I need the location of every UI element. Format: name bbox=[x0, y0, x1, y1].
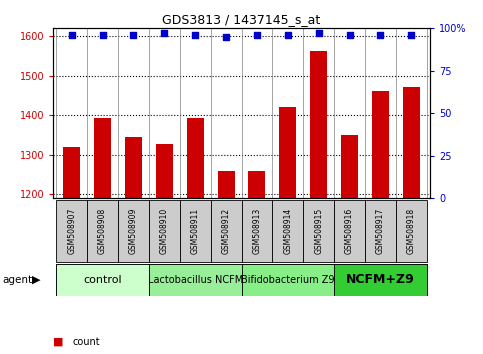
Text: agent: agent bbox=[2, 275, 32, 285]
FancyBboxPatch shape bbox=[242, 200, 272, 262]
Text: GSM508915: GSM508915 bbox=[314, 208, 323, 254]
Text: NCFM+Z9: NCFM+Z9 bbox=[346, 273, 415, 286]
FancyBboxPatch shape bbox=[303, 200, 334, 262]
FancyBboxPatch shape bbox=[242, 264, 334, 296]
Point bbox=[377, 32, 384, 38]
Bar bbox=[125, 137, 142, 198]
FancyBboxPatch shape bbox=[87, 200, 118, 262]
Point bbox=[99, 32, 106, 38]
Text: GSM508911: GSM508911 bbox=[191, 208, 199, 254]
Point bbox=[408, 32, 415, 38]
FancyBboxPatch shape bbox=[56, 264, 427, 296]
FancyBboxPatch shape bbox=[56, 264, 149, 296]
FancyBboxPatch shape bbox=[56, 200, 87, 262]
Bar bbox=[187, 118, 204, 198]
Text: ■: ■ bbox=[53, 337, 64, 347]
Point bbox=[253, 32, 261, 38]
Point bbox=[222, 34, 230, 40]
Title: GDS3813 / 1437145_s_at: GDS3813 / 1437145_s_at bbox=[162, 13, 321, 26]
FancyBboxPatch shape bbox=[211, 200, 242, 262]
Text: GSM508912: GSM508912 bbox=[222, 208, 230, 254]
Bar bbox=[63, 147, 80, 198]
FancyBboxPatch shape bbox=[396, 200, 427, 262]
Text: ▶: ▶ bbox=[32, 275, 41, 285]
Bar bbox=[248, 171, 266, 198]
Point bbox=[191, 32, 199, 38]
Bar bbox=[341, 135, 358, 198]
Bar bbox=[372, 91, 389, 198]
FancyBboxPatch shape bbox=[334, 264, 427, 296]
FancyBboxPatch shape bbox=[149, 264, 242, 296]
Point bbox=[68, 32, 75, 38]
Bar bbox=[310, 51, 327, 198]
Text: Bifidobacterium Z9: Bifidobacterium Z9 bbox=[241, 275, 335, 285]
Point bbox=[346, 32, 354, 38]
Bar bbox=[217, 171, 235, 198]
Text: GSM508916: GSM508916 bbox=[345, 208, 354, 254]
Bar bbox=[403, 87, 420, 198]
Text: GSM508910: GSM508910 bbox=[160, 208, 169, 254]
Text: Lactobacillus NCFM: Lactobacillus NCFM bbox=[147, 275, 243, 285]
Text: GSM508917: GSM508917 bbox=[376, 208, 385, 254]
Text: GSM508908: GSM508908 bbox=[98, 208, 107, 254]
Text: count: count bbox=[72, 337, 100, 347]
FancyBboxPatch shape bbox=[180, 200, 211, 262]
Text: control: control bbox=[83, 275, 122, 285]
Point bbox=[160, 30, 168, 36]
Point bbox=[315, 30, 323, 36]
Bar bbox=[94, 118, 111, 198]
Text: GSM508914: GSM508914 bbox=[284, 208, 292, 254]
FancyBboxPatch shape bbox=[272, 200, 303, 262]
Bar bbox=[279, 107, 296, 198]
FancyBboxPatch shape bbox=[118, 200, 149, 262]
FancyBboxPatch shape bbox=[365, 200, 396, 262]
Text: GSM508913: GSM508913 bbox=[253, 208, 261, 254]
Point bbox=[284, 32, 292, 38]
Text: GSM508909: GSM508909 bbox=[129, 208, 138, 254]
Text: GSM508907: GSM508907 bbox=[67, 208, 76, 254]
Bar bbox=[156, 144, 173, 198]
Point bbox=[129, 32, 137, 38]
FancyBboxPatch shape bbox=[334, 200, 365, 262]
Text: GSM508918: GSM508918 bbox=[407, 208, 416, 254]
FancyBboxPatch shape bbox=[149, 200, 180, 262]
